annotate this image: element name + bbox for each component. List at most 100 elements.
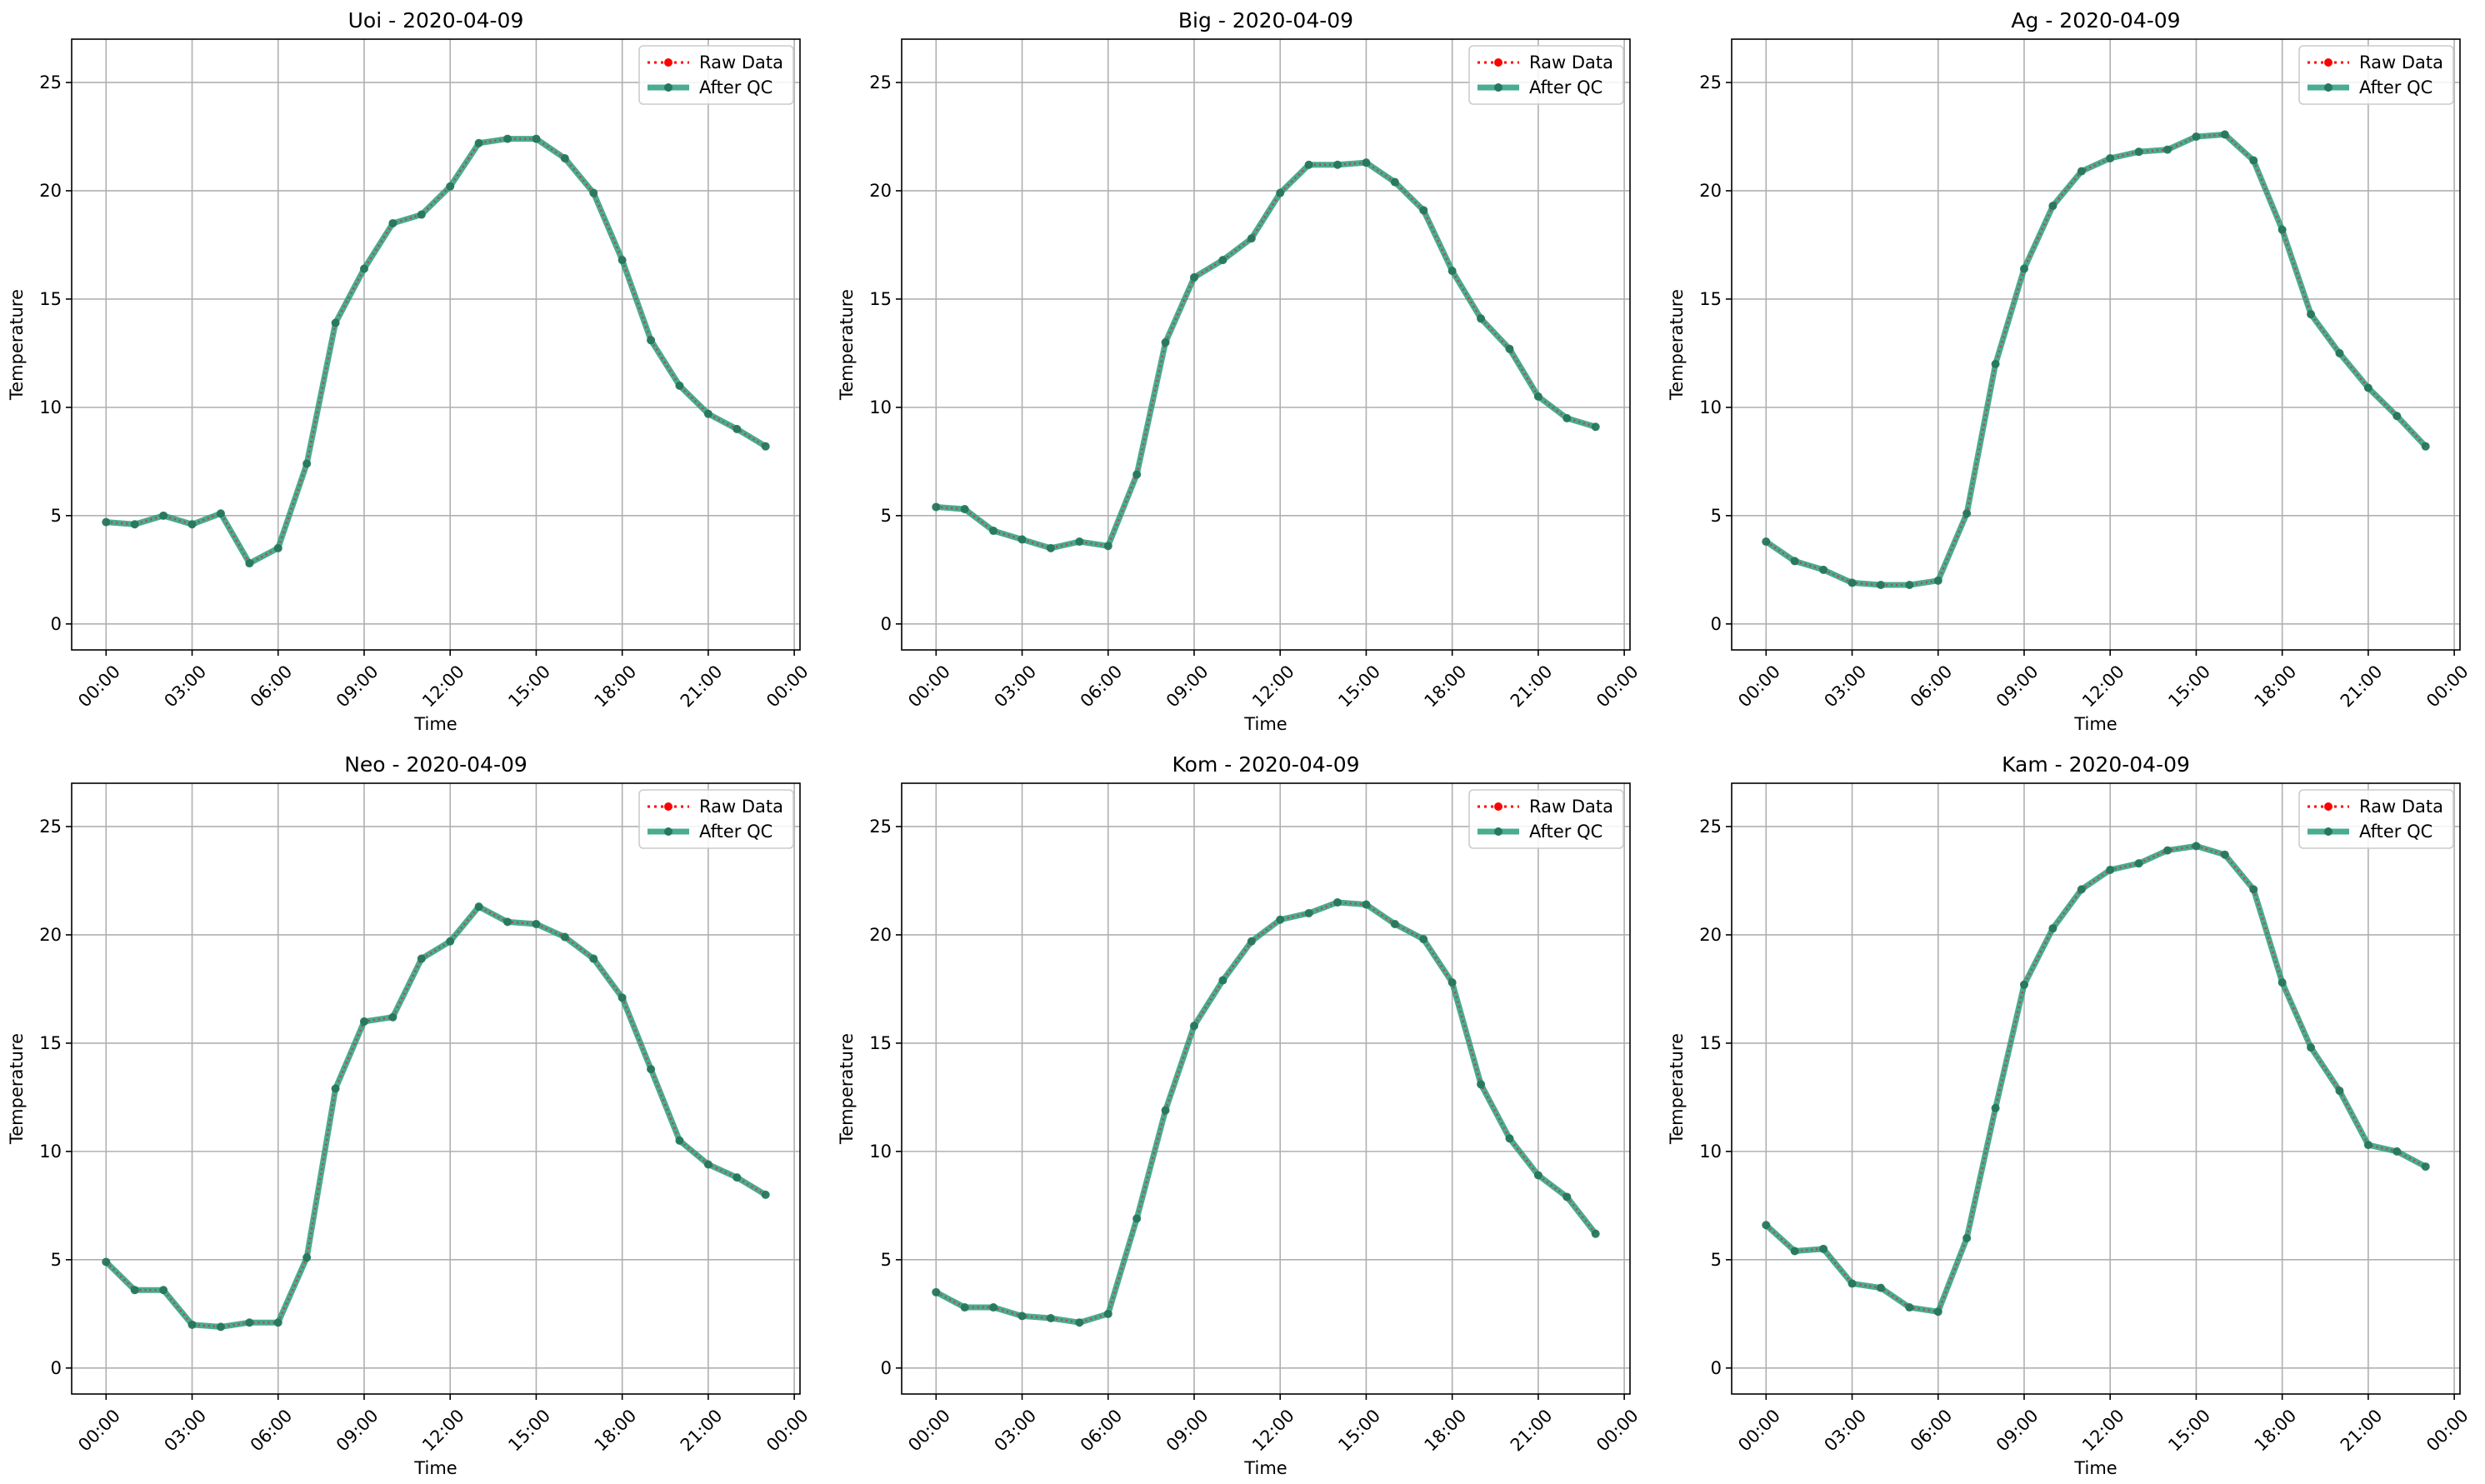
data-point-after-qc bbox=[1533, 1171, 1542, 1180]
data-point-after-qc bbox=[675, 381, 684, 390]
y-tick-label: 15 bbox=[39, 1033, 62, 1053]
data-point-after-qc bbox=[560, 932, 569, 942]
data-point-after-qc bbox=[2421, 1162, 2430, 1172]
data-point-after-qc bbox=[761, 1190, 770, 1199]
data-point-after-qc bbox=[216, 1322, 225, 1332]
legend-label-after-qc: After QC bbox=[2359, 822, 2432, 842]
x-tick-label: 09:00 bbox=[1162, 662, 1212, 712]
data-point-after-qc bbox=[2163, 846, 2172, 855]
chart-title: Kam - 2020-04-09 bbox=[2002, 752, 2190, 777]
data-point-after-qc bbox=[761, 442, 770, 451]
data-point-after-qc bbox=[2192, 842, 2201, 851]
data-point-after-qc bbox=[2307, 310, 2316, 319]
x-tick-label: 18:00 bbox=[591, 1406, 641, 1456]
x-tick-label: 15:00 bbox=[2164, 662, 2214, 712]
x-tick-label: 06:00 bbox=[247, 1406, 297, 1456]
x-axis-label: Time bbox=[2073, 714, 2117, 734]
data-point-after-qc bbox=[960, 1303, 969, 1312]
data-point-after-qc bbox=[245, 559, 254, 568]
y-tick-label: 5 bbox=[881, 506, 892, 526]
x-tick-label: 00:00 bbox=[1592, 1406, 1642, 1456]
data-point-after-qc bbox=[273, 1318, 282, 1327]
legend-marker-raw-data bbox=[664, 58, 672, 67]
x-tick-label: 15:00 bbox=[1334, 1406, 1384, 1456]
data-point-after-qc bbox=[2077, 167, 2086, 176]
data-point-after-qc bbox=[2421, 442, 2430, 451]
data-point-after-qc bbox=[1304, 160, 1313, 169]
data-point-after-qc bbox=[2192, 132, 2201, 141]
series-line-after-qc bbox=[103, 903, 768, 1330]
legend-label-raw-data: Raw Data bbox=[1529, 52, 1613, 72]
data-point-after-qc bbox=[331, 318, 340, 327]
y-tick-label: 5 bbox=[881, 1250, 892, 1270]
data-point-after-qc bbox=[1591, 422, 1600, 432]
data-point-after-qc bbox=[388, 1012, 398, 1022]
data-point-after-qc bbox=[1448, 267, 1457, 276]
legend-marker-after-qc bbox=[664, 827, 672, 836]
x-tick-label: 00:00 bbox=[74, 1406, 124, 1456]
y-tick-label: 0 bbox=[51, 614, 62, 634]
x-tick-label: 12:00 bbox=[1248, 1406, 1298, 1456]
y-tick-label: 15 bbox=[39, 289, 62, 309]
data-point-after-qc bbox=[2048, 202, 2058, 211]
legend-label-raw-data: Raw Data bbox=[699, 52, 783, 72]
x-tick-label: 00:00 bbox=[74, 662, 124, 712]
chart-svg: Kom - 2020-04-09 0 5 10 15 20 25 00:00 03:00 06:0… bbox=[837, 752, 1642, 1478]
x-tick-label: 18:00 bbox=[1421, 1406, 1471, 1456]
data-point-after-qc bbox=[675, 1136, 684, 1145]
data-point-after-qc bbox=[618, 993, 627, 1002]
data-point-after-qc bbox=[1189, 1022, 1198, 1031]
data-point-after-qc bbox=[1477, 1080, 1486, 1089]
y-axis-label: Temperature bbox=[1667, 1033, 1687, 1145]
series-line-raw-data bbox=[1765, 845, 2427, 1313]
data-point-after-qc bbox=[1991, 359, 2000, 368]
data-point-after-qc bbox=[532, 134, 541, 143]
data-point-after-qc bbox=[1362, 900, 1371, 909]
x-axis-label: Time bbox=[1243, 714, 1287, 734]
y-tick-label: 25 bbox=[869, 72, 892, 92]
x-tick-label: 12:00 bbox=[2078, 1406, 2128, 1456]
y-axis-label: Temperature bbox=[837, 1033, 857, 1145]
x-tick-label: 12:00 bbox=[2078, 662, 2128, 712]
data-point-after-qc bbox=[989, 527, 998, 536]
data-point-after-qc bbox=[932, 1287, 941, 1297]
legend: Raw Data After QC bbox=[638, 45, 794, 105]
data-point-after-qc bbox=[1419, 206, 1428, 215]
x-tick-label: 21:00 bbox=[2337, 1406, 2387, 1456]
data-point-after-qc bbox=[1819, 1244, 1828, 1253]
data-point-after-qc bbox=[446, 182, 455, 191]
y-tick-label: 5 bbox=[1711, 1250, 1722, 1270]
x-tick-label: 00:00 bbox=[1734, 1406, 1784, 1456]
x-tick-label: 21:00 bbox=[1507, 662, 1557, 712]
y-tick-label: 15 bbox=[869, 1033, 892, 1053]
x-tick-label: 21:00 bbox=[677, 1406, 727, 1456]
plot-frame bbox=[1731, 782, 2461, 1395]
data-point-after-qc bbox=[732, 1173, 742, 1182]
y-tick-label: 10 bbox=[39, 397, 62, 417]
x-tick-label: 18:00 bbox=[2251, 1406, 2301, 1456]
chart-svg: Big - 2020-04-09 0 5 10 15 20 25 00:00 03:00 06:0… bbox=[837, 8, 1642, 734]
data-point-after-qc bbox=[1876, 1283, 1885, 1292]
series-line-after-qc bbox=[106, 136, 768, 567]
chart-panel-ag: Ag - 2020-04-09 0 5 10 15 20 25 00:00 03:00 06:00… bbox=[1660, 0, 2472, 734]
y-tick-label: 10 bbox=[39, 1142, 62, 1162]
data-point-after-qc bbox=[359, 264, 368, 273]
legend-marker-raw-data bbox=[1494, 802, 1502, 811]
data-point-after-qc bbox=[560, 153, 569, 162]
x-tick-label: 21:00 bbox=[1507, 1406, 1557, 1456]
data-point-after-qc bbox=[1905, 581, 1914, 590]
x-axis-label: Time bbox=[2073, 1458, 2117, 1478]
x-tick-label: 09:00 bbox=[1992, 1406, 2042, 1456]
data-point-after-qc bbox=[1933, 1307, 1942, 1317]
y-tick-label: 0 bbox=[881, 1358, 892, 1378]
data-point-after-qc bbox=[989, 1303, 998, 1312]
x-tick-label: 18:00 bbox=[591, 662, 641, 712]
x-tick-label: 09:00 bbox=[332, 1406, 382, 1456]
x-tick-label: 18:00 bbox=[2251, 662, 2301, 712]
data-point-after-qc bbox=[1876, 581, 1885, 590]
legend: Raw Data After QC bbox=[1468, 789, 1624, 849]
data-point-after-qc bbox=[302, 1253, 312, 1262]
legend-marker-after-qc bbox=[664, 83, 672, 92]
grid-lines bbox=[1732, 39, 2460, 650]
data-point-after-qc bbox=[1333, 897, 1342, 907]
